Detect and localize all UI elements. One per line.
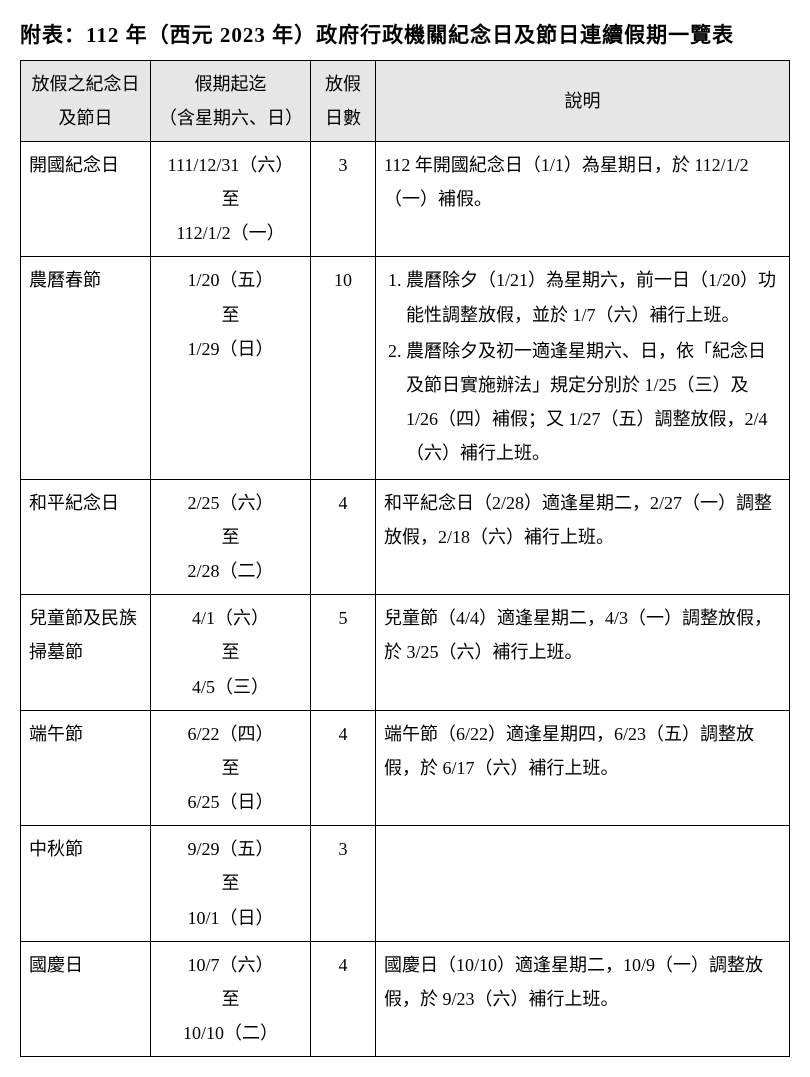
period-line: 10/7（六） bbox=[159, 948, 302, 982]
holiday-name: 中秋節 bbox=[21, 826, 151, 942]
period-line: 至 bbox=[159, 182, 302, 216]
period-line: 2/25（六） bbox=[159, 486, 302, 520]
period-line: 4/5（三） bbox=[159, 670, 302, 704]
col-header-period: 假期起迄（含星期六、日） bbox=[151, 60, 311, 141]
holiday-days: 5 bbox=[311, 595, 376, 711]
holiday-name: 端午節 bbox=[21, 710, 151, 826]
holiday-name: 和平紀念日 bbox=[21, 479, 151, 595]
holiday-days: 4 bbox=[311, 479, 376, 595]
period-line: 9/29（五） bbox=[159, 832, 302, 866]
holiday-period: 2/25（六）至2/28（二） bbox=[151, 479, 311, 595]
desc-list: 農曆除夕（1/21）為星期六，前一日（1/20）功能性調整放假，並於 1/7（六… bbox=[384, 263, 781, 470]
period-line: 1/29（日） bbox=[159, 332, 302, 366]
period-line: 10/10（二） bbox=[159, 1016, 302, 1050]
holiday-desc: 端午節（6/22）適逢星期四，6/23（五）調整放假，於 6/17（六）補行上班… bbox=[376, 710, 790, 826]
holiday-period: 6/22（四）至6/25（日） bbox=[151, 710, 311, 826]
holiday-period: 9/29（五）至10/1（日） bbox=[151, 826, 311, 942]
period-line: 2/28（二） bbox=[159, 554, 302, 588]
holiday-table: 放假之紀念日及節日 假期起迄（含星期六、日） 放假日數 說明 開國紀念日111/… bbox=[20, 60, 790, 1058]
holiday-period: 1/20（五）至1/29（日） bbox=[151, 257, 311, 479]
table-row: 兒童節及民族掃墓節4/1（六）至4/5（三）5兒童節（4/4）適逢星期二，4/3… bbox=[21, 595, 790, 711]
period-line: 6/22（四） bbox=[159, 717, 302, 751]
period-line: 至 bbox=[159, 520, 302, 554]
holiday-days: 4 bbox=[311, 941, 376, 1057]
period-line: 6/25（日） bbox=[159, 785, 302, 819]
holiday-desc: 112 年開國紀念日（1/1）為星期日，於 112/1/2（一）補假。 bbox=[376, 141, 790, 257]
holiday-desc: 國慶日（10/10）適逢星期二，10/9（一）調整放假，於 9/23（六）補行上… bbox=[376, 941, 790, 1057]
col-header-desc: 說明 bbox=[376, 60, 790, 141]
table-row: 和平紀念日2/25（六）至2/28（二）4和平紀念日（2/28）適逢星期二，2/… bbox=[21, 479, 790, 595]
holiday-period: 4/1（六）至4/5（三） bbox=[151, 595, 311, 711]
holiday-desc bbox=[376, 826, 790, 942]
holiday-days: 3 bbox=[311, 826, 376, 942]
holiday-desc: 兒童節（4/4）適逢星期二，4/3（一）調整放假，於 3/25（六）補行上班。 bbox=[376, 595, 790, 711]
period-line: 112/1/2（一） bbox=[159, 216, 302, 250]
holiday-name: 農曆春節 bbox=[21, 257, 151, 479]
table-row: 端午節6/22（四）至6/25（日）4端午節（6/22）適逢星期四，6/23（五… bbox=[21, 710, 790, 826]
table-row: 開國紀念日111/12/31（六）至112/1/2（一）3112 年開國紀念日（… bbox=[21, 141, 790, 257]
holiday-days: 4 bbox=[311, 710, 376, 826]
holiday-desc: 農曆除夕（1/21）為星期六，前一日（1/20）功能性調整放假，並於 1/7（六… bbox=[376, 257, 790, 479]
holiday-name: 國慶日 bbox=[21, 941, 151, 1057]
period-line: 至 bbox=[159, 298, 302, 332]
period-line: 1/20（五） bbox=[159, 263, 302, 297]
col-header-days: 放假日數 bbox=[311, 60, 376, 141]
holiday-period: 111/12/31（六）至112/1/2（一） bbox=[151, 141, 311, 257]
table-row: 中秋節9/29（五）至10/1（日）3 bbox=[21, 826, 790, 942]
period-line: 111/12/31（六） bbox=[159, 148, 302, 182]
holiday-days: 10 bbox=[311, 257, 376, 479]
table-row: 農曆春節1/20（五）至1/29（日）10農曆除夕（1/21）為星期六，前一日（… bbox=[21, 257, 790, 479]
period-line: 10/1（日） bbox=[159, 901, 302, 935]
holiday-days: 3 bbox=[311, 141, 376, 257]
desc-list-item: 農曆除夕（1/21）為星期六，前一日（1/20）功能性調整放假，並於 1/7（六… bbox=[406, 263, 781, 331]
holiday-desc: 和平紀念日（2/28）適逢星期二，2/27（一）調整放假，2/18（六）補行上班… bbox=[376, 479, 790, 595]
holiday-period: 10/7（六）至10/10（二） bbox=[151, 941, 311, 1057]
period-line: 至 bbox=[159, 635, 302, 669]
holiday-name: 開國紀念日 bbox=[21, 141, 151, 257]
col-header-name: 放假之紀念日及節日 bbox=[21, 60, 151, 141]
period-line: 至 bbox=[159, 751, 302, 785]
period-line: 至 bbox=[159, 866, 302, 900]
table-row: 國慶日10/7（六）至10/10（二）4國慶日（10/10）適逢星期二，10/9… bbox=[21, 941, 790, 1057]
page-title: 附表：112 年（西元 2023 年）政府行政機關紀念日及節日連續假期一覽表 bbox=[20, 20, 790, 52]
desc-list-item: 農曆除夕及初一適逢星期六、日，依「紀念日及節日實施辦法」規定分別於 1/25（三… bbox=[406, 334, 781, 471]
period-line: 至 bbox=[159, 982, 302, 1016]
table-header-row: 放假之紀念日及節日 假期起迄（含星期六、日） 放假日數 說明 bbox=[21, 60, 790, 141]
period-line: 4/1（六） bbox=[159, 601, 302, 635]
holiday-name: 兒童節及民族掃墓節 bbox=[21, 595, 151, 711]
